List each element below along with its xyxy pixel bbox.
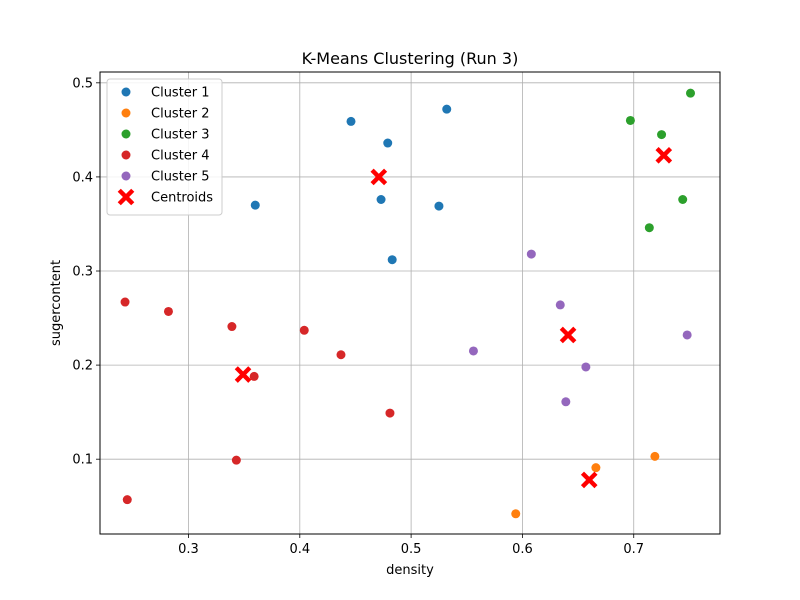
- data-point: [581, 362, 591, 372]
- legend-marker: [121, 108, 131, 118]
- series-cluster-3: [625, 88, 696, 233]
- x-tick-label: 0.5: [401, 542, 422, 557]
- data-point: [682, 330, 692, 340]
- x-tick-label: 0.3: [178, 542, 199, 557]
- y-tick-label: 0.1: [72, 453, 93, 468]
- data-point: [526, 249, 536, 259]
- data-point: [686, 88, 696, 98]
- legend-marker: [121, 150, 131, 160]
- data-point: [231, 455, 241, 465]
- data-point: [644, 223, 654, 233]
- centroid-marker: [234, 366, 252, 383]
- data-point: [625, 115, 635, 125]
- centroid-marker: [559, 326, 577, 344]
- data-point: [163, 306, 173, 316]
- data-point: [511, 509, 521, 519]
- y-axis-ticks: 0.1 0.2 0.3 0.4 0.5: [72, 76, 100, 468]
- data-point: [468, 346, 478, 356]
- data-point: [434, 201, 444, 211]
- series-cluster-5: [468, 249, 692, 407]
- x-axis-label: density: [386, 563, 434, 578]
- data-point: [120, 297, 130, 307]
- data-point: [561, 397, 571, 407]
- chart-title: K-Means Clustering (Run 3): [302, 49, 519, 68]
- data-point: [249, 371, 259, 381]
- series-cluster-4: [120, 297, 395, 505]
- series-centroids: [234, 146, 673, 489]
- data-point: [385, 408, 395, 418]
- data-point: [376, 194, 386, 204]
- legend-marker: [121, 87, 131, 97]
- data-point: [299, 325, 309, 335]
- plot-frame: [99, 71, 721, 535]
- series-cluster-2: [511, 451, 660, 519]
- legend: Cluster 1 Cluster 2 Cluster 3 Cluster 4 Clus…: [106, 78, 223, 216]
- data-point: [591, 463, 601, 473]
- data-point: [657, 130, 667, 140]
- legend-marker: [117, 188, 135, 206]
- data-point: [387, 255, 397, 265]
- data-point: [650, 451, 660, 461]
- x-axis-ticks: 0.3 0.4 0.5 0.6 0.7: [178, 534, 644, 557]
- legend-label: Cluster 3: [151, 128, 210, 143]
- y-tick-label: 0.2: [72, 359, 93, 374]
- data-point: [227, 322, 237, 332]
- legend-box: [106, 78, 223, 216]
- centroid-marker: [655, 146, 673, 164]
- x-tick-label: 0.4: [289, 542, 310, 557]
- data-point: [250, 200, 260, 210]
- y-tick-label: 0.5: [72, 76, 93, 91]
- data-point: [678, 194, 688, 204]
- series-cluster-1: [250, 104, 452, 265]
- x-tick-label: 0.6: [512, 542, 533, 557]
- legend-label: Cluster 2: [151, 107, 210, 122]
- legend-label: Cluster 4: [151, 149, 210, 164]
- x-tick-label: 0.7: [623, 542, 644, 557]
- legend-label: Cluster 5: [151, 170, 210, 185]
- y-tick-label: 0.4: [72, 170, 93, 185]
- data-point: [346, 116, 356, 126]
- data-point: [555, 300, 565, 310]
- data-point: [442, 104, 452, 114]
- centroid-marker: [370, 168, 388, 186]
- legend-label: Cluster 1: [151, 86, 210, 101]
- data-points: [120, 88, 696, 519]
- legend-label: Centroids: [151, 191, 213, 206]
- data-point: [336, 350, 346, 360]
- data-point: [122, 495, 132, 505]
- y-tick-label: 0.3: [72, 265, 93, 280]
- centroid-marker: [580, 471, 598, 489]
- data-point: [383, 138, 393, 148]
- legend-marker: [121, 129, 131, 139]
- y-axis-label: sugercontent: [49, 260, 64, 346]
- legend-marker: [121, 171, 131, 181]
